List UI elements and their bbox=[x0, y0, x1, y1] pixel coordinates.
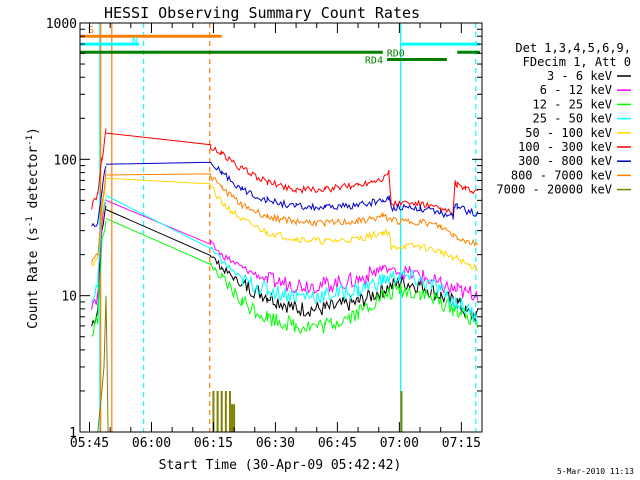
legend-label-6: 300 - 800 keV bbox=[518, 154, 612, 168]
x-tick-label-0: 05:45 bbox=[70, 436, 109, 451]
state-bar-label-5: RD4 bbox=[365, 55, 383, 66]
series-lines bbox=[91, 128, 479, 433]
series-line-3 bbox=[91, 195, 479, 323]
y-tick-label-2: 100 bbox=[54, 153, 77, 168]
y-axis-label: Count Rate (s-1 detector-1) bbox=[25, 127, 41, 329]
x-tick-label-6: 07:15 bbox=[442, 436, 481, 451]
y-tick-label-1: 10 bbox=[61, 290, 77, 305]
x-tick-label-2: 06:15 bbox=[194, 436, 233, 451]
x-tick-label-1: 06:00 bbox=[132, 436, 171, 451]
y-tick-label-0: 1 bbox=[69, 426, 77, 441]
legend-header-2: FDecim 1, Att 0 bbox=[523, 55, 631, 69]
series-line-2 bbox=[91, 217, 479, 337]
legend-label-5: 100 - 300 keV bbox=[518, 140, 612, 154]
vertical-markers bbox=[99, 23, 477, 432]
series-line-0 bbox=[91, 205, 479, 327]
legend-label-2: 12 - 25 keV bbox=[533, 97, 612, 111]
x-axis-label: Start Time (30-Apr-09 05:42:42) bbox=[159, 458, 402, 473]
chart-title: HESSI Observing Summary Count Rates bbox=[104, 4, 420, 22]
series-line-8 bbox=[97, 295, 109, 433]
state-bar-label-0: S bbox=[88, 25, 94, 36]
legend-header-1: Det 1,3,4,5,6,9, bbox=[515, 41, 631, 55]
y-tick-label-3: 1000 bbox=[46, 17, 77, 32]
legend: Det 1,3,4,5,6,9, FDecim 1, Att 0 3 - 6 k… bbox=[496, 41, 631, 197]
series-line-6 bbox=[91, 161, 479, 227]
legend-label-8: 7000 - 20000 keV bbox=[496, 183, 612, 197]
high-energy-bursts bbox=[212, 390, 403, 432]
legend-label-4: 50 - 100 keV bbox=[525, 126, 612, 140]
y-label-part-2: detector bbox=[26, 146, 41, 217]
state-bar-label-1: N bbox=[132, 36, 138, 47]
y-label-exp-2: -1 bbox=[25, 135, 35, 146]
legend-label-1: 6 - 12 keV bbox=[540, 83, 612, 97]
y-label-part-1: Count Rate (s bbox=[26, 227, 41, 329]
state-bar-label-3: RD0 bbox=[387, 48, 405, 59]
y-label-part-3: ) bbox=[26, 127, 41, 135]
state-bars: S N RD0 RD4 bbox=[80, 25, 480, 66]
legend-label-0: 3 - 6 keV bbox=[547, 69, 612, 83]
legend-label-3: 25 - 50 keV bbox=[533, 112, 612, 126]
axis-ticks: 05:45 06:00 06:15 06:30 06:45 07:00 07:15 1 10 10… bbox=[46, 17, 483, 451]
footer-date: 5-Mar-2010 11:13 bbox=[557, 467, 634, 476]
plot-frame bbox=[79, 22, 483, 433]
x-tick-label-5: 07:00 bbox=[380, 436, 419, 451]
y-label-exp-1: -1 bbox=[25, 216, 35, 227]
series-line-4 bbox=[91, 177, 479, 271]
x-tick-label-3: 06:30 bbox=[256, 436, 295, 451]
series-line-7 bbox=[91, 169, 479, 264]
series-line-5 bbox=[91, 128, 479, 217]
x-tick-label-4: 06:45 bbox=[318, 436, 357, 451]
legend-label-7: 800 - 7000 keV bbox=[511, 168, 612, 182]
